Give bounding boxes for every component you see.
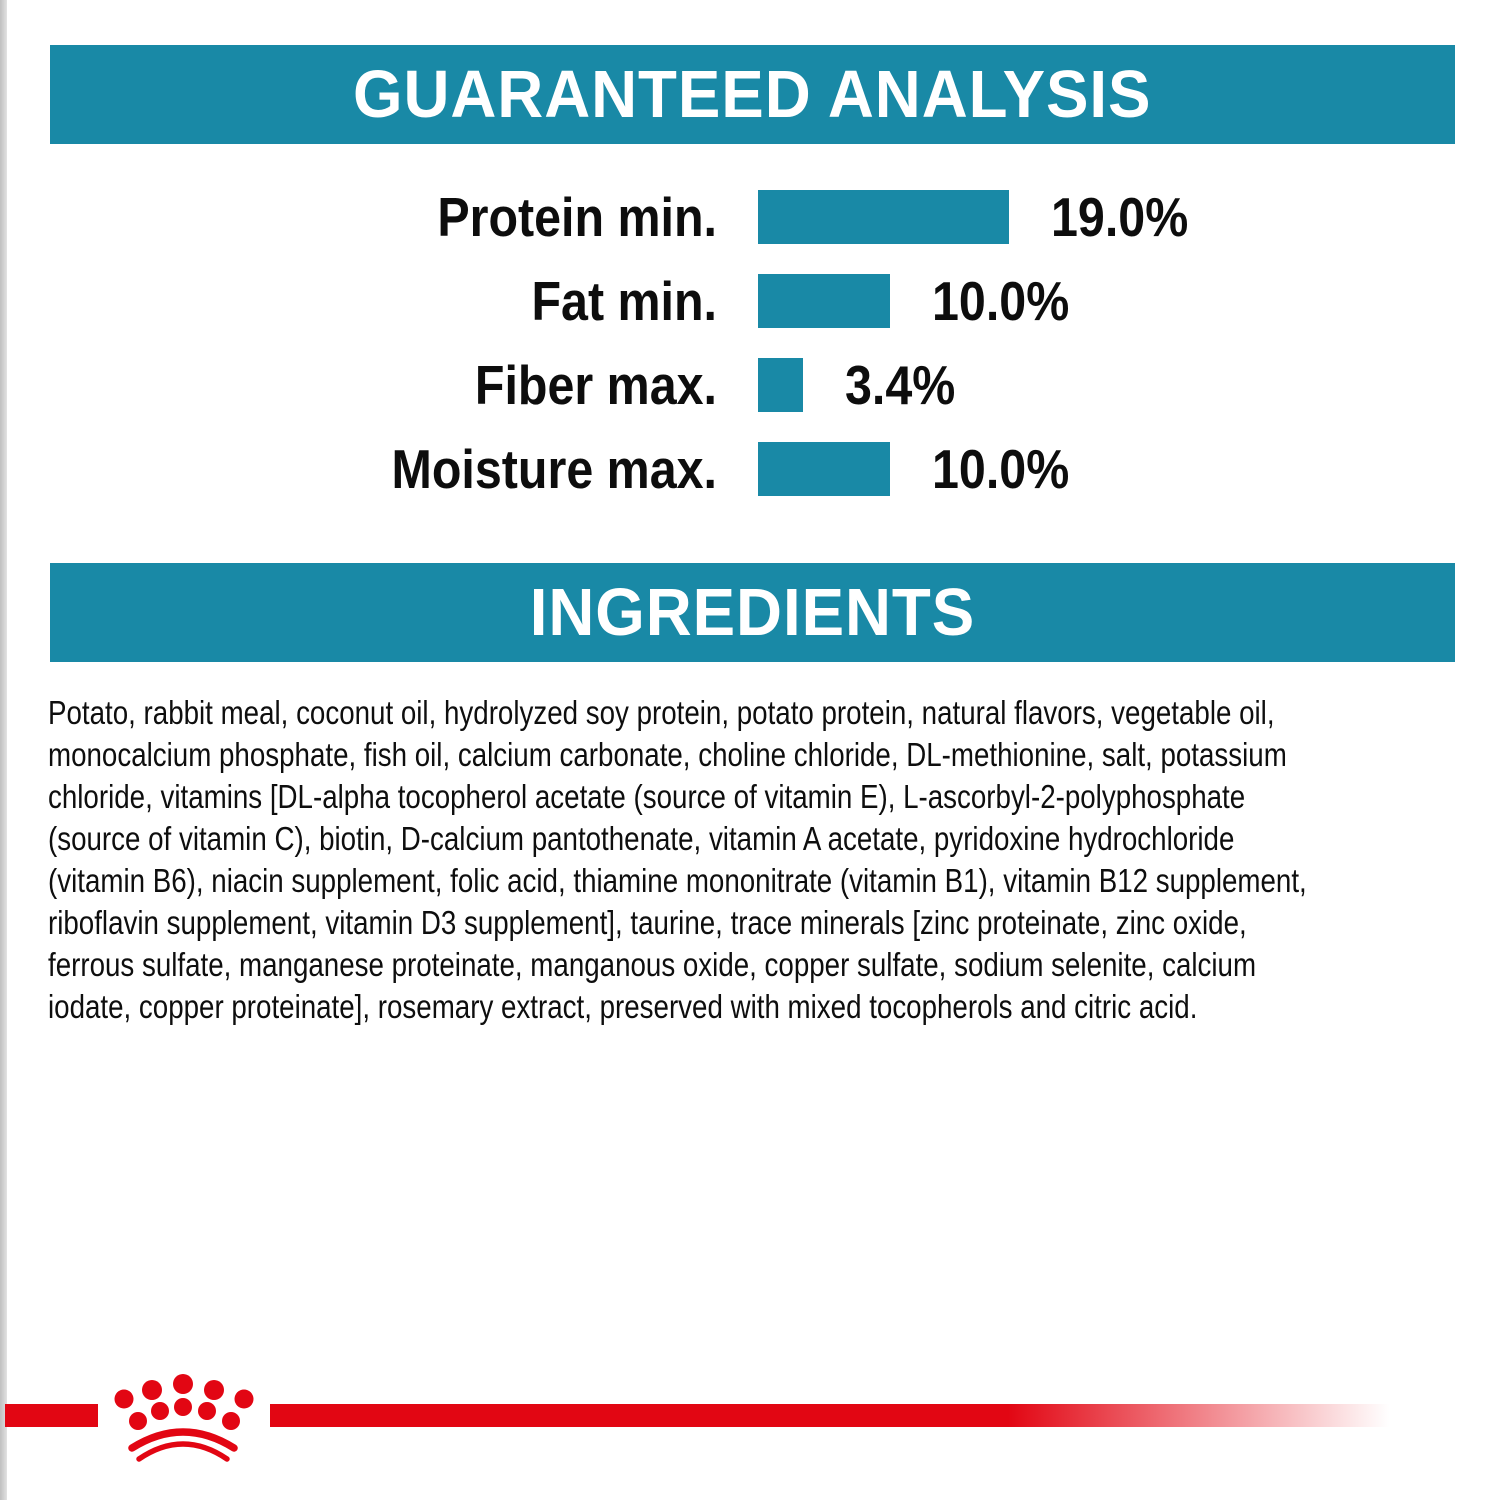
analysis-label: Fat min. <box>531 270 717 332</box>
analysis-value: 10.0% <box>932 438 1070 500</box>
ingredients-banner: INGREDIENTS <box>50 563 1455 662</box>
analysis-label: Protein min. <box>437 186 717 248</box>
guaranteed-analysis-banner: GUARANTEED ANALYSIS <box>50 45 1455 144</box>
analysis-row: Protein min. 19.0% <box>0 186 1500 248</box>
analysis-value: 19.0% <box>1050 186 1189 248</box>
ingredients-title: INGREDIENTS <box>529 575 976 650</box>
brand-stripe-left <box>5 1404 98 1427</box>
analysis-bar <box>758 274 890 328</box>
ingredients-line: (source of vitamin C), biotin, D-calcium… <box>48 820 1235 857</box>
ingredients-line: monocalcium phosphate, fish oil, calcium… <box>48 736 1287 773</box>
analysis-bar <box>758 190 1009 244</box>
guaranteed-analysis-title: GUARANTEED ANALYSIS <box>353 57 1152 132</box>
guaranteed-analysis-chart: Protein min. 19.0% Fat min. 10.0% Fiber max.… <box>0 186 1500 526</box>
analysis-row: Moisture max. 10.0% <box>0 438 1500 500</box>
analysis-row: Fiber max. 3.4% <box>0 354 1500 416</box>
brand-stripe-right <box>270 1404 1500 1427</box>
analysis-row: Fat min. 10.0% <box>0 270 1500 332</box>
analysis-value: 3.4% <box>844 354 956 416</box>
ingredients-line: iodate, copper proteinate], rosemary ext… <box>48 988 1198 1025</box>
ingredients-line: Potato, rabbit meal, coconut oil, hydrol… <box>48 694 1275 731</box>
analysis-value: 10.0% <box>932 270 1070 332</box>
ingredients-line: ferrous sulfate, manganese proteinate, m… <box>48 946 1257 983</box>
analysis-bar <box>758 358 803 412</box>
ingredients-line: chloride, vitamins [DL-alpha tocopherol … <box>48 778 1246 815</box>
analysis-bar <box>758 442 890 496</box>
ingredients-line: (vitamin B6), niacin supplement, folic a… <box>48 862 1307 899</box>
page-left-edge-shadow <box>0 0 7 1500</box>
ingredients-line: riboflavin supplement, vitamin D3 supple… <box>48 904 1247 941</box>
royal-canin-crown-icon <box>114 1374 254 1462</box>
analysis-label: Moisture max. <box>391 438 717 500</box>
analysis-label: Fiber max. <box>474 354 717 416</box>
ingredients-paragraph: Potato, rabbit meal, coconut oil, hydrol… <box>48 692 1478 1028</box>
